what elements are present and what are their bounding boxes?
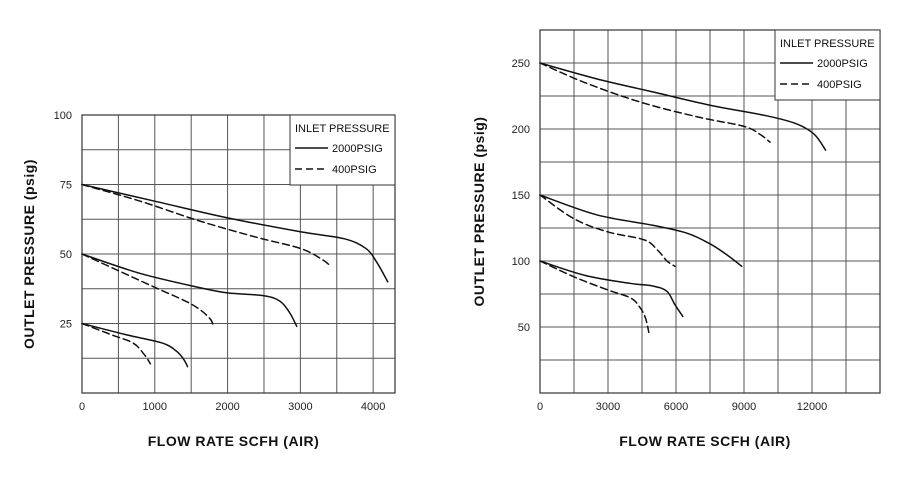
y-tick-label: 100: [54, 110, 72, 122]
legend-label: 2000PSIG: [332, 143, 383, 155]
y-tick-label: 250: [512, 58, 530, 70]
series-line-solid-5: [539, 260, 684, 318]
y-tick-label: 150: [512, 190, 530, 202]
series-line-dashed-4: [539, 194, 676, 268]
x-tick-label: 6000: [664, 401, 688, 413]
series-line-solid-1: [539, 62, 827, 151]
y-tick-label: 100: [512, 256, 530, 268]
legend-label: 400PSIG: [817, 79, 862, 91]
legend-label: 400PSIG: [332, 164, 377, 176]
series-line-dashed-4: [81, 253, 215, 329]
x-tick-label: 3000: [288, 401, 312, 413]
x-tick-label: 1000: [143, 401, 167, 413]
series-line-dashed-2: [539, 62, 771, 143]
y-tick-label: 25: [60, 319, 72, 331]
y-tick-label: 200: [512, 124, 530, 136]
legend-box: [289, 114, 396, 186]
x-tick-label: 3000: [596, 401, 620, 413]
x-tick-label: 12000: [797, 401, 828, 413]
x-tick-label: 9000: [732, 401, 756, 413]
chart-1: 0 1000 2000 3000 4000 25 50 75 100 FLOW RATE SCFH…: [21, 110, 396, 449]
legend-title: INLET PRESSURE: [295, 123, 390, 135]
series-line-solid-5: [81, 322, 189, 368]
y-axis-title: OUTLET PRESSURE (psig): [21, 159, 37, 349]
series-line-dashed-6: [539, 260, 650, 334]
y-tick-label: 50: [60, 249, 72, 261]
x-tick-label: 0: [537, 401, 543, 413]
y-axis-title: OUTLET PRESSURE (psig): [471, 117, 487, 307]
x-tick-label: 0: [79, 401, 85, 413]
series-line-solid-1: [81, 183, 389, 283]
legend: INLET PRESSURE 2000PSIG 400PSIG: [289, 114, 396, 186]
x-tick-label: 2000: [215, 401, 239, 413]
legend-label: 2000PSIG: [817, 58, 868, 70]
x-axis-title: FLOW RATE SCFH (AIR): [148, 433, 320, 449]
legend-box: [774, 29, 881, 101]
y-tick-label: 75: [60, 180, 72, 192]
series-line-solid-3: [539, 194, 743, 268]
x-axis-title: FLOW RATE SCFH (AIR): [619, 433, 791, 449]
x-tick-label: 4000: [361, 401, 385, 413]
plot-frame: [539, 29, 881, 394]
series-line-solid-3: [81, 253, 298, 328]
legend: INLET PRESSURE 2000PSIG 400PSIG: [774, 29, 881, 101]
legend-title: INLET PRESSURE: [780, 38, 875, 50]
chart-2: 0 3000 6000 9000 12000 50 100 150 200 250 FLOW RAT…: [471, 29, 881, 449]
series-line-dashed-6: [81, 322, 152, 365]
series-line-dashed-2: [81, 183, 332, 268]
y-tick-label: 50: [518, 322, 530, 334]
